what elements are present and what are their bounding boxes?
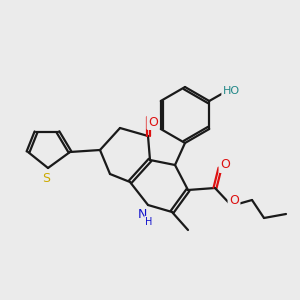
Text: N: N [137,208,147,221]
Text: S: S [42,172,50,184]
Text: HO: HO [223,86,240,96]
Text: O: O [229,194,239,208]
Text: O: O [148,116,158,128]
Text: H: H [145,217,153,227]
Text: O: O [220,158,230,172]
